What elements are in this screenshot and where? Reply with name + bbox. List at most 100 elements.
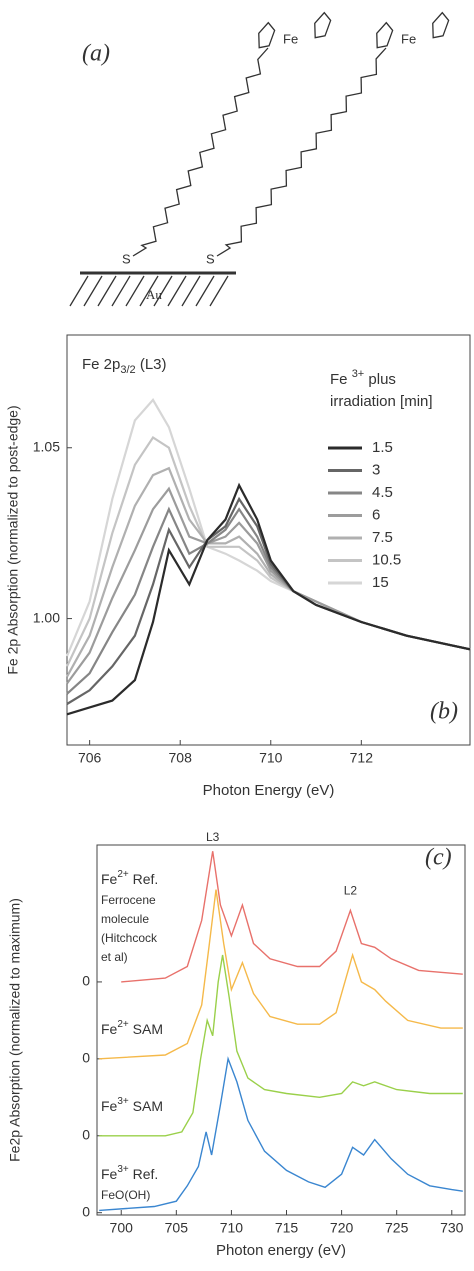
series-element: Fe [101,1098,118,1114]
series-suffix: SAM [129,1098,163,1114]
y-tick-label: 1.00 [33,609,60,625]
spectrum-line [66,506,471,695]
y-axis-label: Fe 2p Absorption (normalized to post-edg… [5,405,21,674]
spectrum-line [66,486,471,685]
series-charge: 2+ [117,869,129,880]
x-tick-label: 708 [169,750,193,766]
hatch [153,275,173,307]
series-charge: 3+ [117,1096,129,1107]
cp-ring [314,11,332,39]
series-element: Fe [101,1021,118,1037]
plot-frame [96,844,466,1216]
peak-annotation: L2 [344,884,358,898]
spectrum-line [66,496,471,705]
x-tick-label: 706 [78,750,102,766]
x-tick-label: 720 [330,1220,354,1236]
iron-label: Fe [283,31,298,46]
substrate-label: Au [146,287,162,302]
cp-ring [258,21,276,49]
series-note: et al) [101,950,128,964]
y-tick-label: 0 [82,973,90,989]
series-suffix: Ref. [129,871,159,887]
hatch [167,275,187,307]
series-suffix: SAM [129,1021,163,1037]
series-label: Fe2+ Ref. [101,869,158,887]
x-axis-label: Photon Energy (eV) [203,782,335,799]
legend-label: 3 [372,461,380,478]
iron-label: Fe [401,31,416,46]
cp-ring [432,11,450,39]
spectrum-line [66,482,471,716]
title-sub: 3/2 [120,364,135,376]
hatch [83,275,103,307]
molecule-drawing [69,11,450,307]
x-tick-label: 712 [350,750,374,766]
hatch [195,275,215,307]
legend-title: Fe 3+ plus [330,368,396,388]
series-element: Fe [101,1166,118,1182]
y-tick-label: 0 [82,1050,90,1066]
cp-ring [314,12,331,39]
hatch [97,275,117,307]
legend-label: 1.5 [372,439,393,456]
hatch [209,275,229,307]
series-charge: 3+ [117,1164,129,1175]
x-tick-label: 710 [220,1220,244,1236]
x-tick-label: 725 [385,1220,409,1236]
y-tick-label: 1.05 [33,438,60,454]
cp-ring [376,22,393,49]
legend-title-element: Fe [330,371,352,388]
x-tick-label: 715 [275,1220,299,1236]
series-label: Fe2+ SAM [101,1019,163,1037]
legend-title-rest: plus [364,371,396,388]
y-axis-label: Fe2p Absorption (normalized to maximum) [7,898,23,1162]
title-main: Fe 2p [82,356,120,373]
hatch [111,275,131,307]
sulfur-label: S [122,251,131,266]
title-suffix: (L3) [136,356,167,373]
x-axis-label: Photon energy (eV) [216,1242,346,1259]
x-tick-label: 700 [110,1220,134,1236]
hatch [181,275,201,307]
series-charge: 2+ [117,1019,129,1030]
y-tick-label: 0 [82,1126,90,1142]
y-tick-label: 0 [82,1203,90,1219]
hatch [125,275,145,307]
spectrum-line [99,889,463,1060]
sulfur-label: S [206,251,215,266]
panel-title: Fe 2p3/2 (L3) [82,356,167,376]
legend-label: 15 [372,574,389,591]
legend-label: 7.5 [372,529,393,546]
series-note: Ferrocene [101,893,156,907]
cp-ring [432,12,449,39]
alkyl-chain [132,47,269,257]
x-tick-label: 730 [440,1220,464,1236]
series-element: Fe [101,871,118,887]
series-label: Fe3+ Ref. [101,1164,158,1182]
panel-label: (a) [82,41,110,67]
series-note: (Hitchcock [101,931,158,945]
hatch [69,275,89,307]
x-tick-label: 710 [259,750,283,766]
hatch [139,275,159,307]
spectrum-line [121,851,463,983]
x-tick-label: 705 [165,1220,189,1236]
spectrum-line [99,1056,463,1212]
panel-label: (b) [430,699,458,725]
cp-ring [376,21,394,49]
panel-label: (c) [425,845,452,871]
legend-title-charge: 3+ [352,368,365,380]
plot-frame [66,334,471,746]
series-label: Fe3+ SAM [101,1096,163,1114]
series-suffix: Ref. [129,1166,159,1182]
legend-label: 10.5 [372,551,401,568]
spectrum-line [99,954,463,1137]
legend-label: 4.5 [372,484,393,501]
peak-annotation: L3 [206,830,220,844]
legend-label: 6 [372,506,380,523]
cp-ring [258,22,275,49]
legend-title: irradiation [min] [330,393,433,410]
alkyl-chain [216,47,387,257]
series-note: FeO(OH) [101,1188,150,1202]
